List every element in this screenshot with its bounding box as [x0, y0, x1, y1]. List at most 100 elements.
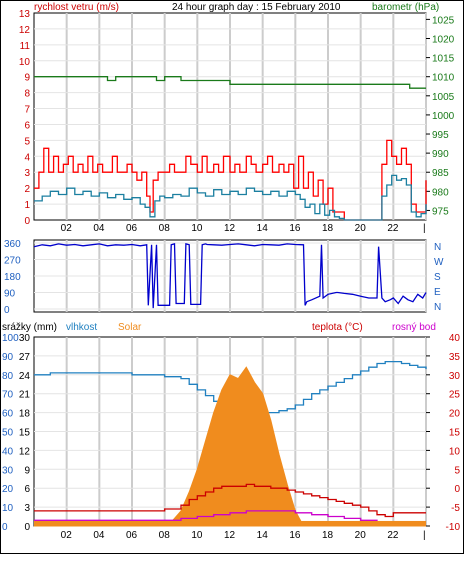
temperature-tick-label: 20 — [449, 409, 461, 420]
compass-label: S — [434, 272, 441, 283]
rain-tick-label: 24 — [19, 371, 31, 382]
direction-tick-label: 90 — [4, 289, 16, 300]
pressure-tick-label: 995 — [432, 130, 449, 141]
wind-tick-label: 0 — [24, 216, 30, 227]
compass-label: E — [434, 287, 441, 298]
x-tick-label: | — [423, 530, 426, 541]
x-tick-label: 02 — [61, 223, 73, 234]
temperature-tick-label: 30 — [449, 371, 461, 382]
x-tick-label: 12 — [224, 223, 236, 234]
page-title: 24 hour graph day : 15 February 2010 — [172, 2, 341, 13]
x-tick-label: 16 — [289, 530, 301, 541]
pressure-tick-label: 1005 — [432, 92, 455, 103]
wind-tick-label: 12 — [19, 25, 31, 36]
pressure-tick-label: 990 — [432, 149, 449, 160]
x-tick-label: 04 — [93, 530, 105, 541]
rain-tick-label: 15 — [19, 428, 31, 439]
humidity-tick-label: 0 — [2, 522, 8, 533]
pressure-tick-label: 980 — [432, 187, 449, 198]
pressure-tick-label: 1025 — [432, 15, 455, 26]
x-tick-label: 02 — [61, 530, 73, 541]
humidity-tick-label: 20 — [2, 484, 14, 495]
temperature-legend: teplota (°C) — [312, 322, 363, 333]
humidity-legend: vlhkost — [66, 322, 97, 333]
x-tick-label: 18 — [322, 223, 334, 234]
x-tick-label: 06 — [126, 530, 138, 541]
humidity-tick-label: 10 — [2, 503, 14, 514]
wind-tick-label: 11 — [20, 41, 31, 52]
pressure-tick-label: 1020 — [432, 34, 455, 45]
wind-tick-label: 2 — [24, 184, 30, 195]
humidity-tick-label: 30 — [2, 465, 14, 476]
pressure-axis-label: barometr (hPa) — [372, 2, 439, 13]
series-dewpoint — [34, 510, 426, 523]
rain-tick-label: 30 — [19, 333, 31, 344]
wind-tick-label: 5 — [24, 136, 30, 147]
wind-tick-label: 1 — [24, 200, 30, 211]
temperature-tick-label: -5 — [451, 503, 460, 514]
x-tick-label: 14 — [257, 223, 269, 234]
x-tick-label: 10 — [191, 530, 203, 541]
rain-tick-label: 21 — [19, 390, 31, 401]
humidity-tick-label: 80 — [2, 371, 14, 382]
x-tick-label: 10 — [191, 223, 203, 234]
rain-tick-label: 0 — [24, 522, 30, 533]
wind-tick-label: 8 — [24, 89, 30, 100]
wind-tick-label: 4 — [24, 152, 30, 163]
solar-legend: Solar — [118, 322, 142, 333]
temperature-tick-label: 5 — [454, 465, 460, 476]
temperature-tick-label: 0 — [454, 484, 460, 495]
series-rain — [34, 520, 426, 526]
temperature-tick-label: 35 — [449, 352, 461, 363]
temperature-tick-label: 40 — [449, 333, 461, 344]
pressure-tick-label: 975 — [432, 206, 449, 217]
series-direction — [33, 243, 427, 309]
x-tick-label: 22 — [387, 223, 399, 234]
series-temperature — [34, 483, 426, 518]
dewpoint-legend: rosný bod — [392, 322, 436, 333]
pressure-tick-label: 1000 — [432, 111, 455, 122]
rain-axis-label: srážky (mm) — [2, 322, 57, 333]
rain-tick-label: 18 — [19, 409, 31, 420]
wind-tick-label: 9 — [24, 73, 30, 84]
humidity-tick-label: 40 — [2, 446, 14, 457]
wind-tick-label: 7 — [24, 105, 30, 116]
pressure-tick-label: 985 — [432, 168, 449, 179]
wind-tick-label: 6 — [24, 120, 30, 131]
x-tick-label: 04 — [93, 223, 105, 234]
wind-tick-label: 10 — [19, 57, 31, 68]
pressure-tick-label: 1010 — [432, 73, 455, 84]
x-tick-label: 20 — [355, 530, 367, 541]
series-humidity — [34, 360, 427, 414]
series-gust — [34, 139, 427, 221]
x-tick-label: 06 — [126, 223, 138, 234]
direction-tick-label: 270 — [4, 256, 21, 267]
pressure-tick-label: 1015 — [432, 54, 455, 65]
temperature-tick-label: 10 — [449, 446, 461, 457]
compass-label: N — [434, 242, 441, 253]
x-tick-label: 16 — [289, 223, 301, 234]
x-tick-label: | — [423, 223, 426, 234]
temperature-tick-label: -10 — [446, 522, 461, 533]
humidity-tick-label: 70 — [2, 390, 14, 401]
direction-tick-label: 0 — [4, 305, 10, 316]
rain-tick-label: 27 — [19, 352, 31, 363]
humidity-tick-label: 60 — [2, 409, 14, 420]
humidity-tick-label: 90 — [2, 352, 14, 363]
x-tick-label: 12 — [224, 530, 236, 541]
x-tick-label: 08 — [159, 530, 171, 541]
rain-tick-label: 6 — [24, 484, 30, 495]
x-tick-label: 08 — [159, 223, 171, 234]
compass-label: N — [434, 302, 441, 313]
x-tick-label: 14 — [257, 530, 269, 541]
series-pressure — [34, 76, 426, 89]
humidity-tick-label: 50 — [2, 428, 14, 439]
wind-tick-label: 13 — [19, 9, 31, 20]
wind-axis-label: rychlost vetru (m/s) — [34, 2, 119, 13]
x-tick-label: 18 — [322, 530, 334, 541]
rain-tick-label: 9 — [24, 465, 30, 476]
